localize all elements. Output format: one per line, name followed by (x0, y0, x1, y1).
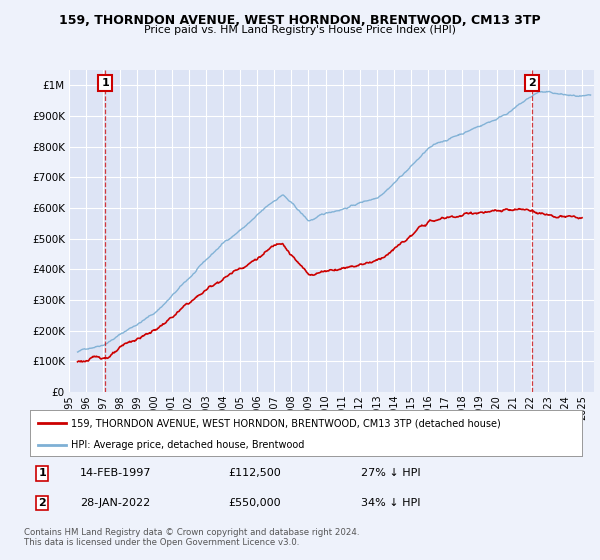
Text: 28-JAN-2022: 28-JAN-2022 (80, 498, 150, 508)
Text: 2: 2 (528, 78, 536, 88)
Text: 34% ↓ HPI: 34% ↓ HPI (361, 498, 421, 508)
Text: Contains HM Land Registry data © Crown copyright and database right 2024.
This d: Contains HM Land Registry data © Crown c… (24, 528, 359, 547)
Text: 1: 1 (101, 78, 109, 88)
Text: Price paid vs. HM Land Registry's House Price Index (HPI): Price paid vs. HM Land Registry's House … (144, 25, 456, 35)
Text: HPI: Average price, detached house, Brentwood: HPI: Average price, detached house, Bren… (71, 440, 305, 450)
Text: £550,000: £550,000 (229, 498, 281, 508)
Text: 2: 2 (38, 498, 46, 508)
Text: 159, THORNDON AVENUE, WEST HORNDON, BRENTWOOD, CM13 3TP: 159, THORNDON AVENUE, WEST HORNDON, BREN… (59, 14, 541, 27)
Text: 1: 1 (38, 468, 46, 478)
Text: £112,500: £112,500 (229, 468, 281, 478)
Text: 27% ↓ HPI: 27% ↓ HPI (361, 468, 421, 478)
Text: 14-FEB-1997: 14-FEB-1997 (80, 468, 151, 478)
Text: 159, THORNDON AVENUE, WEST HORNDON, BRENTWOOD, CM13 3TP (detached house): 159, THORNDON AVENUE, WEST HORNDON, BREN… (71, 418, 501, 428)
